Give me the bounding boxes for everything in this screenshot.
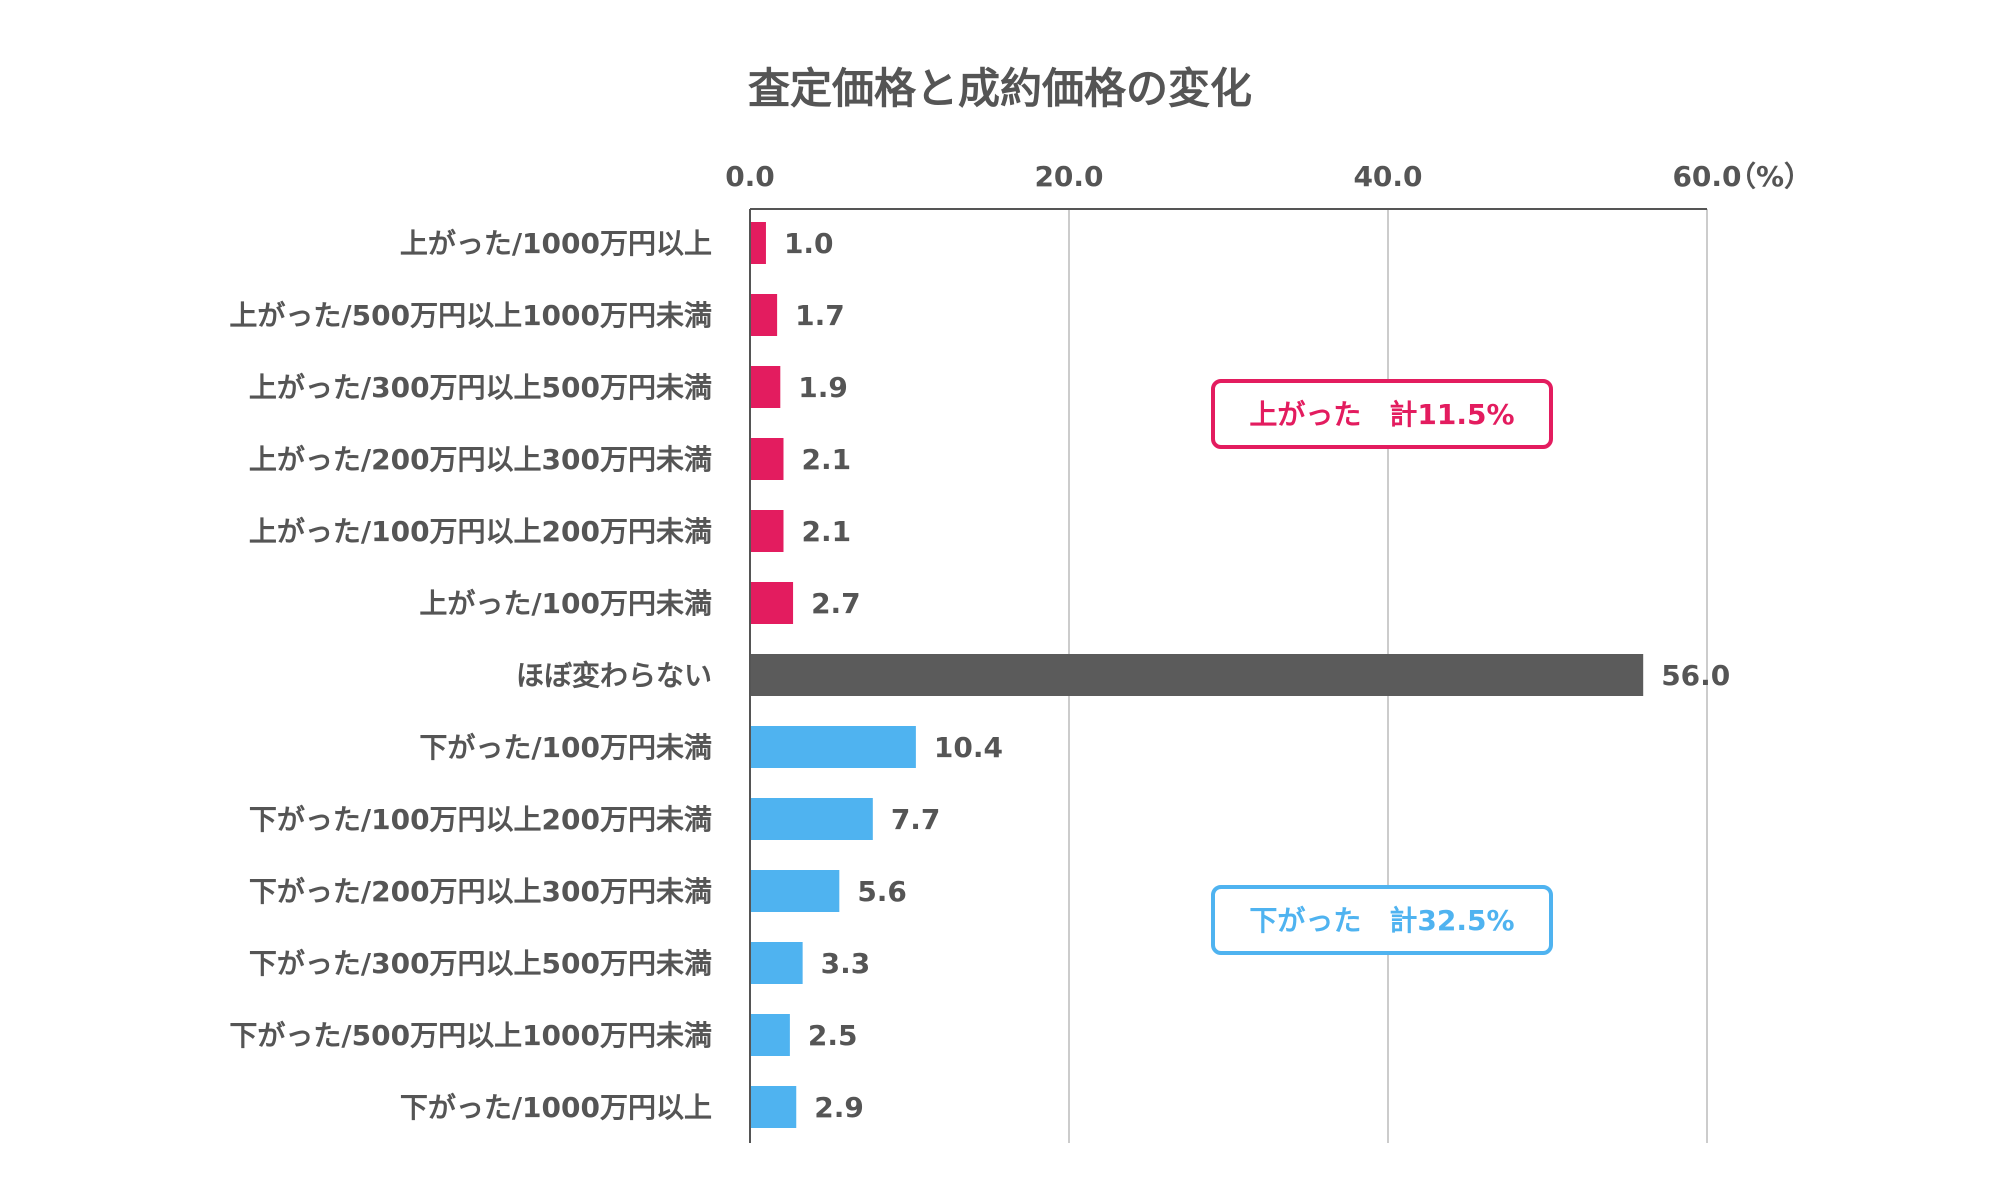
annotation-text-up: 上がった 計11.5%	[1249, 398, 1514, 431]
category-label: 下がった/200万円以上300万円未満	[249, 875, 712, 908]
category-label: 上がった/100万円未満	[419, 587, 712, 620]
category-label: 下がった/100万円以上200万円未満	[249, 803, 712, 836]
annotations: 上がった 計11.5% 下がった 計32.5%	[1211, 379, 1553, 955]
x-tick-label: 20.0	[1034, 160, 1103, 193]
x-axis-unit-label: （%）	[1728, 160, 1812, 193]
annotation-text-down: 下がった 計32.5%	[1249, 904, 1514, 937]
bar-6	[750, 654, 1644, 696]
x-tick-label: 40.0	[1353, 160, 1422, 193]
value-labels: 1.0 1.7 1.9 2.1 2.1 2.7 56.0 10.4 7.7 5.6 3.3 2.5 2.…	[784, 227, 1730, 1124]
x-axis-ticks: 0.0 20.0 40.0 60.0	[725, 160, 1741, 193]
bar-1	[750, 294, 778, 336]
bars	[750, 222, 1644, 1128]
bar-12	[750, 1086, 797, 1128]
category-label: 上がった/200万円以上300万円未満	[249, 443, 712, 476]
value-label: 2.7	[811, 587, 861, 620]
bar-4	[750, 510, 784, 552]
value-label: 2.9	[814, 1091, 864, 1124]
x-tick-label: 60.0	[1672, 160, 1741, 193]
bar-5	[750, 582, 794, 624]
value-label: 1.0	[784, 227, 834, 260]
category-labels: 上がった/1000万円以上上がった/500万円以上1000万円未満上がった/30…	[229, 227, 712, 1124]
value-label: 5.6	[857, 875, 907, 908]
category-label: 上がった/300万円以上500万円未満	[249, 371, 712, 404]
value-label: 2.5	[808, 1019, 858, 1052]
category-label: 上がった/1000万円以上	[400, 227, 712, 260]
bar-9	[750, 870, 840, 912]
value-label: 3.3	[821, 947, 871, 980]
value-label: 1.9	[798, 371, 848, 404]
category-label: 下がった/500万円以上1000万円未満	[229, 1019, 712, 1052]
category-label: 下がった/100万円未満	[419, 731, 712, 764]
bar-0	[750, 222, 766, 264]
category-label: ほぼ変わらない	[516, 659, 712, 692]
value-label: 7.7	[891, 803, 941, 836]
value-label: 1.7	[795, 299, 845, 332]
category-label: 下がった/1000万円以上	[400, 1091, 712, 1124]
x-tick-label: 0.0	[725, 160, 775, 193]
bar-3	[750, 438, 784, 480]
bar-7	[750, 726, 916, 768]
value-label: 2.1	[801, 515, 851, 548]
bar-2	[750, 366, 781, 408]
value-label: 56.0	[1661, 659, 1730, 692]
value-label: 2.1	[801, 443, 851, 476]
bar-8	[750, 798, 873, 840]
category-label: 上がった/100万円以上200万円未満	[249, 515, 712, 548]
chart-title: 査定価格と成約価格の変化	[748, 64, 1252, 113]
category-label: 下がった/300万円以上500万円未満	[249, 947, 712, 980]
annotation-box-down	[1211, 885, 1553, 955]
annotation-box-up	[1211, 379, 1553, 449]
value-label: 10.4	[934, 731, 1003, 764]
bar-11	[750, 1014, 790, 1056]
category-label: 上がった/500万円以上1000万円未満	[229, 299, 712, 332]
bar-10	[750, 942, 803, 984]
